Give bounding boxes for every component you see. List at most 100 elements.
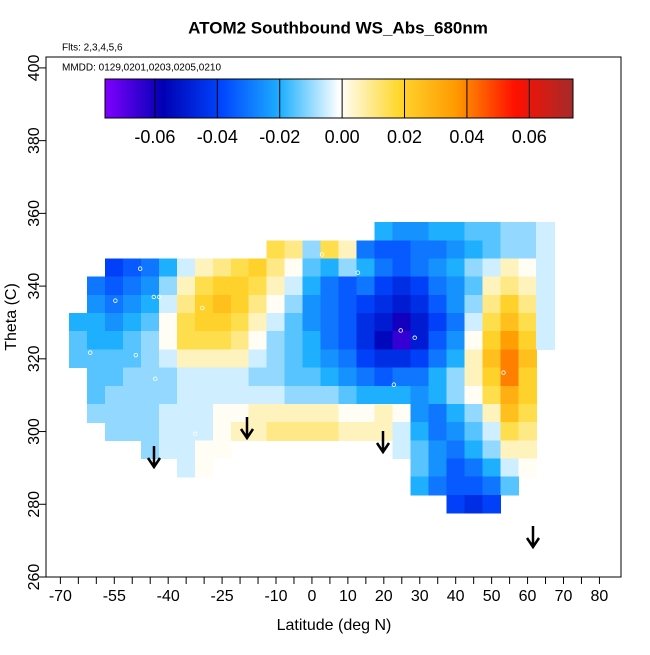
heatmap-cell (482, 458, 501, 478)
y-tick-label: 300 (26, 418, 43, 445)
heatmap-cell (212, 440, 232, 460)
heatmap-cell (446, 403, 465, 423)
heatmap-cell (482, 385, 501, 405)
heatmap-cell (320, 240, 340, 260)
heatmap-cell (536, 222, 555, 241)
sample-point (355, 270, 361, 275)
heatmap-cell (104, 403, 124, 423)
heatmap-cell (284, 276, 304, 296)
heatmap-cell (446, 258, 465, 278)
heatmap-cell (140, 403, 160, 423)
sample-point (319, 252, 325, 257)
heatmap-cell (194, 385, 214, 405)
heatmap-cell (69, 331, 88, 351)
heatmap-cell (194, 367, 214, 387)
heatmap-cell (266, 331, 286, 351)
heatmap-cell (194, 422, 214, 441)
heatmap-cell (446, 458, 465, 478)
heatmap-cell (284, 258, 304, 278)
heatmap-cell (500, 313, 519, 332)
colorbar (104, 78, 574, 119)
x-tick-label: 70 (555, 588, 573, 605)
heatmap-cell (87, 276, 106, 296)
y-tick-label: 280 (26, 491, 43, 518)
heatmap-cell (518, 294, 537, 314)
heatmap-cell (104, 422, 124, 441)
heatmap-cell (320, 313, 340, 332)
heatmap-cell (122, 403, 142, 423)
heatmap-cell (248, 276, 268, 296)
heatmap-cell (284, 385, 304, 405)
heatmap-cell (122, 385, 142, 405)
heatmap-cell (446, 240, 465, 260)
heatmap-cell (284, 313, 304, 332)
heatmap-cell (464, 313, 483, 332)
heatmap-cell (248, 313, 268, 332)
heatmap-cell (482, 294, 501, 314)
heatmap-cell (518, 367, 537, 387)
heatmap-cell (104, 385, 124, 405)
heatmap-cell (176, 258, 196, 278)
heatmap-cell (410, 403, 430, 423)
heatmap-cell (266, 276, 286, 296)
heatmap-cell (518, 349, 537, 369)
heatmap-cell (230, 313, 250, 332)
heatmap-cell (536, 240, 555, 260)
heatmap-cell (104, 313, 124, 332)
heatmap-cell (248, 403, 268, 423)
heatmap-cell (464, 349, 483, 369)
heatmap-cell (428, 240, 448, 260)
heatmap-cell (104, 367, 124, 387)
heatmap-cell (482, 331, 501, 351)
heatmap-cell (194, 276, 214, 296)
heatmap-cell (158, 276, 178, 296)
heatmap-cell (320, 367, 340, 387)
x-tick-label: 0 (307, 588, 316, 605)
heatmap-cell (446, 294, 465, 314)
heatmap-cell (446, 422, 465, 441)
heatmap-cell (248, 349, 268, 369)
x-tick-label: 30 (411, 588, 429, 605)
heatmap-cell (392, 385, 412, 405)
heatmap-cell (446, 349, 465, 369)
heatmap-cell (230, 258, 250, 278)
heatmap-cell (320, 276, 340, 296)
heatmap-cell (338, 313, 358, 332)
heatmap-cell (500, 331, 519, 351)
heatmap-cell (212, 276, 232, 296)
heatmap-cell (482, 494, 501, 514)
heatmap-cell (446, 313, 465, 332)
heatmap-cell (464, 422, 483, 441)
heatmap-cell (122, 422, 142, 441)
heatmap (69, 222, 555, 514)
heatmap-cell (338, 349, 358, 369)
heatmap-cell (230, 294, 250, 314)
heatmap-cell (518, 440, 537, 460)
heatmap-cell (482, 222, 501, 241)
heatmap-cell (194, 403, 214, 423)
heatmap-cell (356, 422, 376, 441)
heatmap-cell (194, 331, 214, 351)
heatmap-cell (122, 313, 142, 332)
heatmap-cell (356, 313, 376, 332)
heatmap-cell (194, 313, 214, 332)
heatmap-cell (176, 458, 196, 478)
heatmap-cell (518, 222, 537, 241)
heatmap-cell (482, 403, 501, 423)
heatmap-cell (320, 331, 340, 351)
heatmap-cell (212, 422, 232, 441)
heatmap-cell (140, 313, 160, 332)
heatmap-cell (266, 422, 286, 441)
heatmap-cell (410, 276, 430, 296)
heatmap-cell (212, 313, 232, 332)
x-tick-label: -10 (264, 588, 287, 605)
heatmap-cell (356, 349, 376, 369)
x-tick-label: 40 (447, 588, 465, 605)
heatmap-cell (374, 240, 394, 260)
heatmap-cell (446, 276, 465, 296)
x-tick-label: 50 (483, 588, 501, 605)
heatmap-cell (464, 494, 483, 514)
heatmap-cell (87, 313, 106, 332)
heatmap-cell (338, 276, 358, 296)
